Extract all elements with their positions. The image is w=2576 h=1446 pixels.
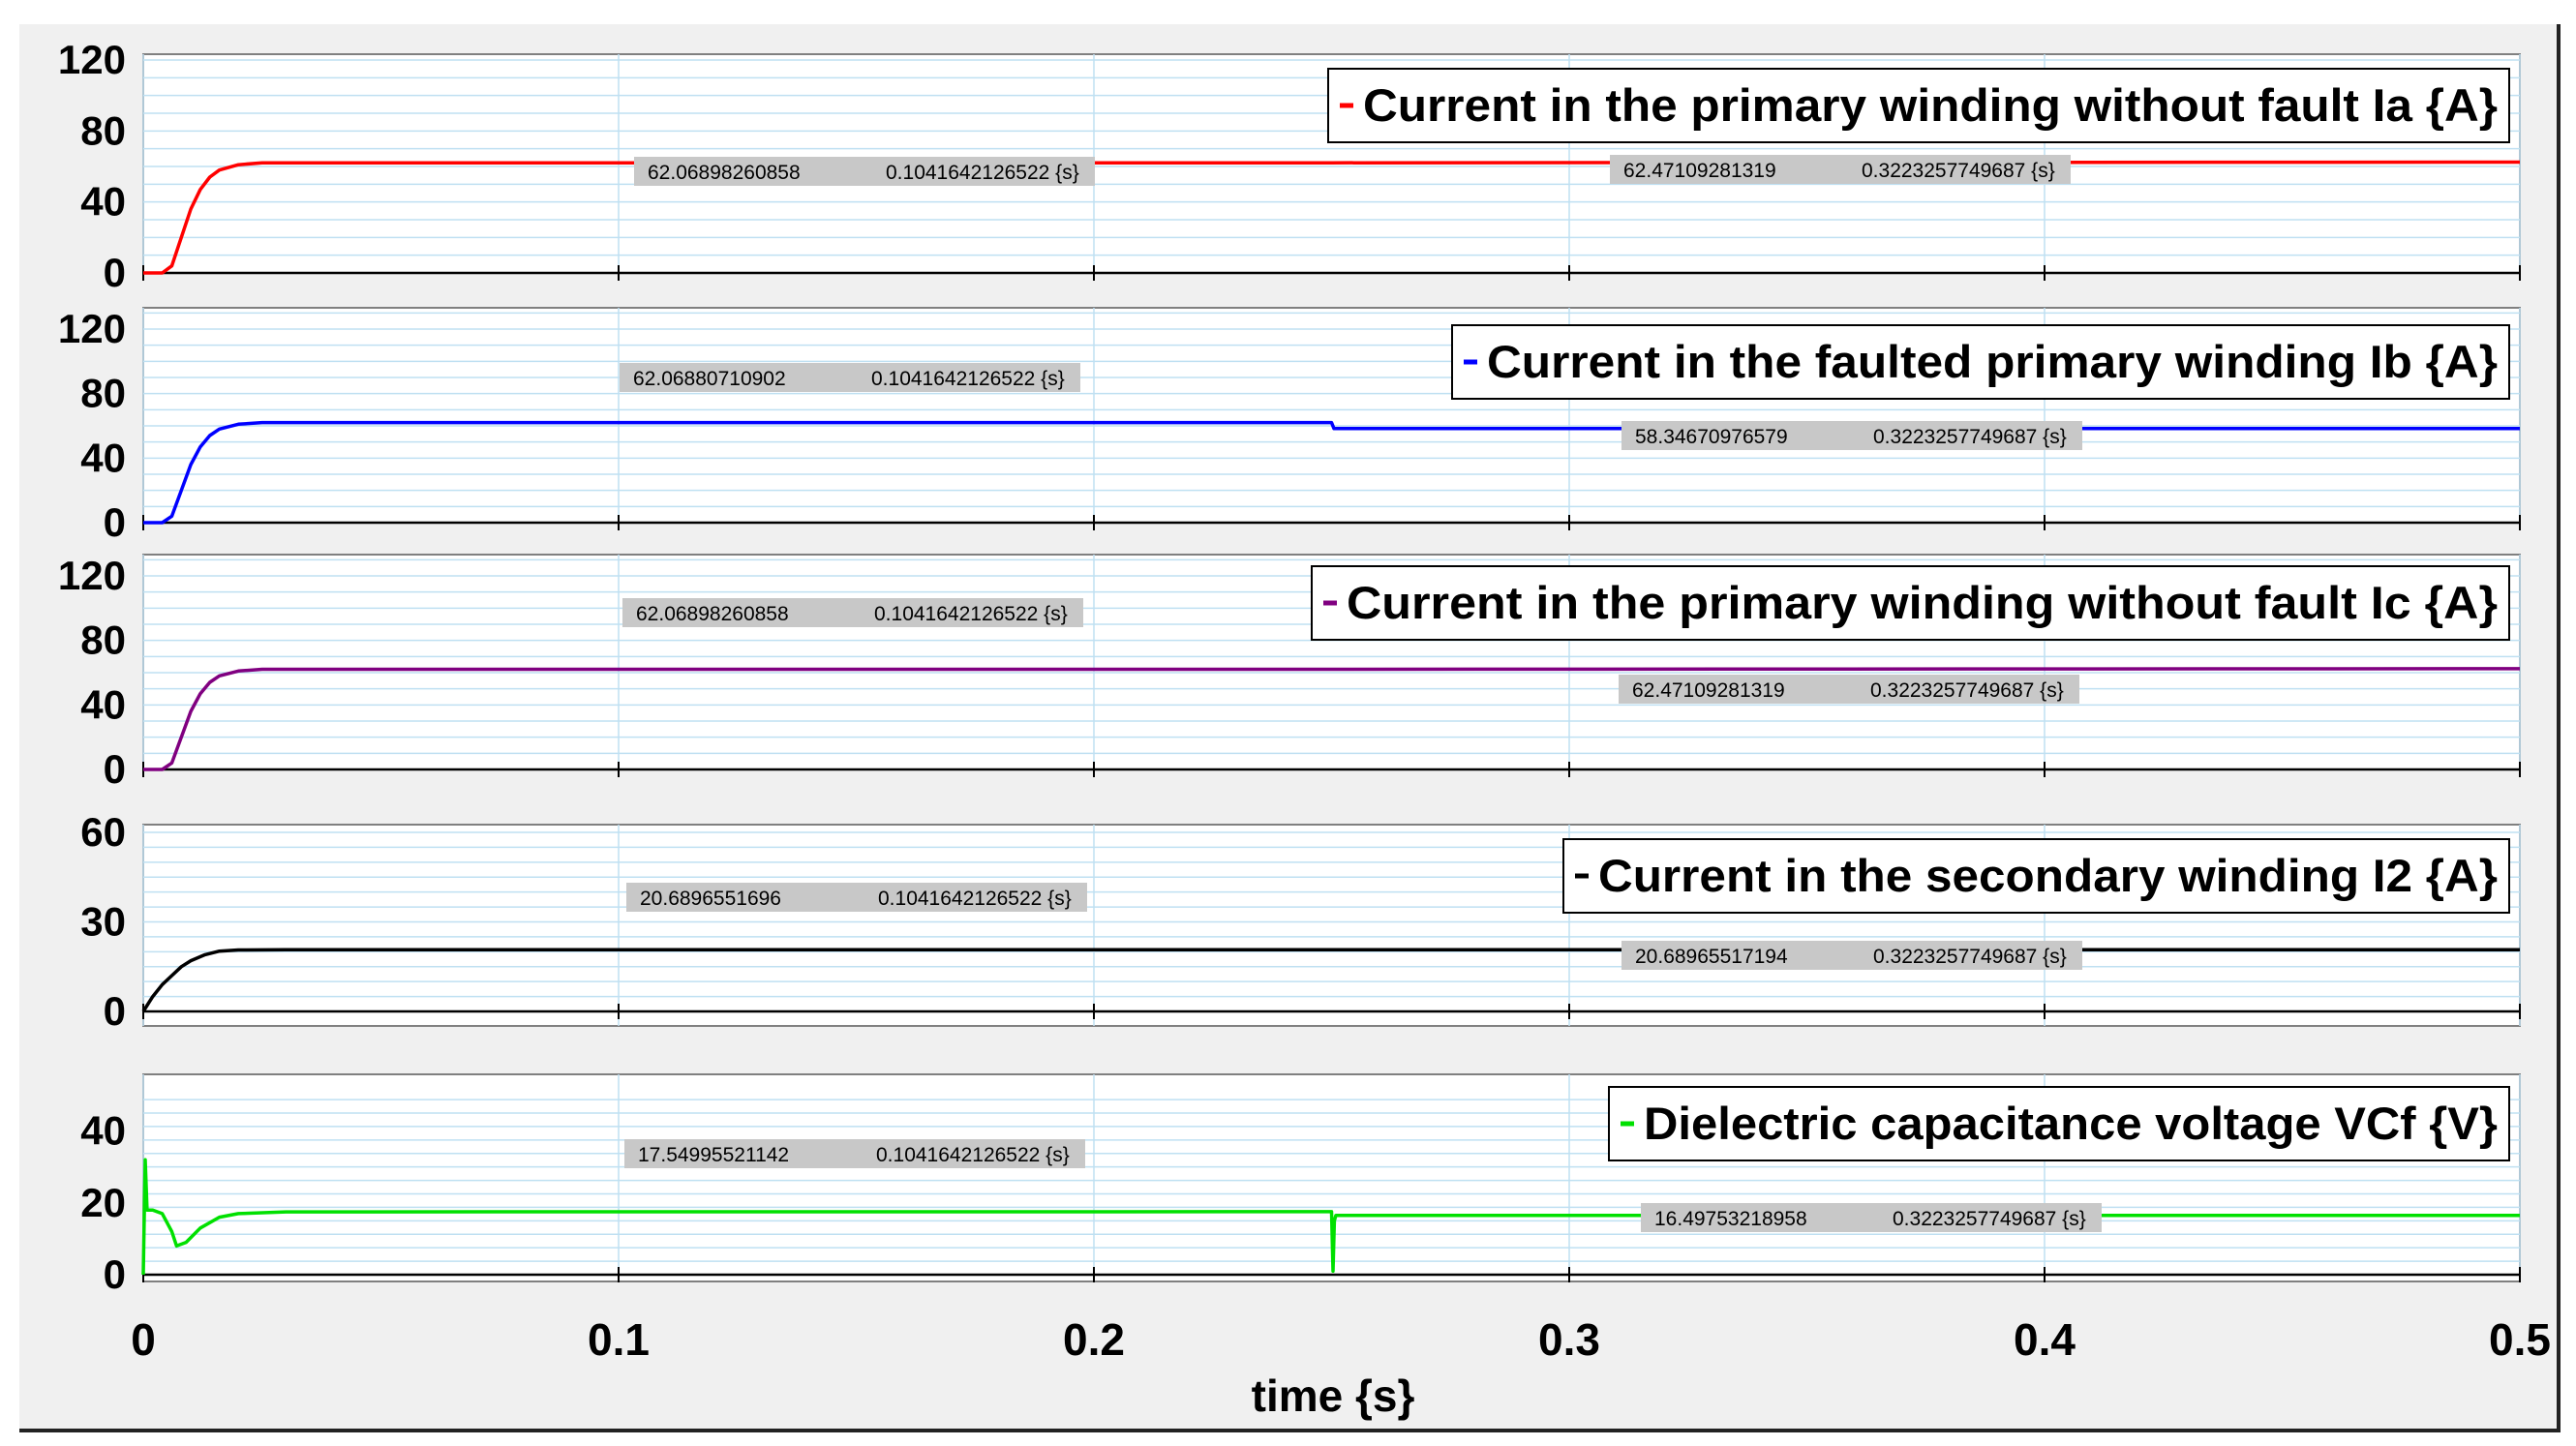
annotation-time: 0.1041642126522 {s}	[876, 1144, 1070, 1166]
x-axis: 0 0.1 0.2 0.3 0.4 0.5	[131, 1314, 2551, 1365]
annotation-time: 0.3223257749687 {s}	[1893, 1208, 2086, 1230]
legend: Dielectric capacitance voltage VCf {V}	[1608, 1086, 2510, 1161]
panels-layer: 120 80 40 0 62.06898260858 0.1041642126522 {s…	[58, 37, 2521, 1297]
annotation-time: 0.1041642126522 {s}	[874, 603, 1068, 625]
y-tick-label: 120	[58, 37, 126, 82]
annotation-value: 20.68965517194	[1635, 946, 1788, 968]
annotation-time: 0.3223257749687 {s}	[1862, 160, 2055, 182]
x-tick-label: 0.5	[2489, 1314, 2551, 1365]
annotation-time: 0.3223257749687 {s}	[1870, 679, 2064, 702]
annotation-value: 62.06898260858	[648, 162, 801, 184]
legend-box	[1451, 324, 2510, 400]
annotation-time: 0.1041642126522 {s}	[878, 888, 1072, 910]
value-annotation: 62.47109281319 0.3223257749687 {s}	[1619, 675, 2079, 704]
value-annotation: 20.6896551696 0.1041642126522 {s}	[626, 883, 1087, 912]
value-annotation: 20.68965517194 0.3223257749687 {s}	[1621, 941, 2082, 970]
annotation-value: 20.6896551696	[640, 888, 781, 910]
y-tick-label: 30	[80, 899, 126, 945]
x-tick-label: 0	[131, 1314, 156, 1365]
annotation-box	[1621, 421, 2082, 450]
legend-label: Current in the faulted primary winding I…	[1487, 336, 2498, 387]
annotation-time: 0.3223257749687 {s}	[1873, 426, 2067, 448]
y-tick-label: 0	[104, 250, 126, 295]
annotation-value: 62.47109281319	[1632, 679, 1785, 702]
legend: Current in the secondary winding I2 {A}	[1562, 838, 2510, 914]
legend-label: Current in the primary winding without f…	[1347, 577, 2498, 628]
annotation-box	[622, 598, 1083, 627]
panel-1: 120 80 40 0 62.06898260858 0.1041642126522 {s…	[58, 37, 2521, 295]
annotation-box	[1641, 1203, 2102, 1232]
value-annotation: 62.06898260858 0.1041642126522 {s}	[634, 157, 1095, 186]
annotation-value: 16.49753218958	[1654, 1208, 1807, 1230]
panel-2: 120 80 40 0 62.06880710902 0.1041642126522 {s…	[58, 306, 2521, 545]
annotation-value: 62.06880710902	[633, 368, 786, 390]
legend-label: Current in the secondary winding I2 {A}	[1598, 850, 2498, 901]
value-annotation: 62.47109281319 0.3223257749687 {s}	[1610, 155, 2071, 184]
legend-box	[1562, 838, 2510, 914]
panel-5: 40 20 0 17.54995521142 0.1041642126522 {s} 16…	[80, 1073, 2521, 1297]
series-line	[143, 667, 2521, 771]
annotation-box	[1610, 155, 2071, 184]
x-axis-label: time {s}	[1252, 1371, 1415, 1421]
value-annotation: 62.06898260858 0.1041642126522 {s}	[622, 598, 1083, 627]
y-tick-label: 0	[104, 746, 126, 792]
y-tick-label: 0	[104, 499, 126, 545]
y-tick-label: 20	[80, 1180, 126, 1225]
y-tick-label: 60	[80, 809, 126, 855]
annotation-box	[1621, 941, 2082, 970]
y-tick-label: 0	[104, 988, 126, 1034]
annotation-box	[620, 363, 1080, 392]
annotation-time: 0.3223257749687 {s}	[1873, 946, 2067, 968]
annotation-value: 62.47109281319	[1623, 160, 1776, 182]
series-line	[141, 948, 2520, 1012]
y-tick-label: 40	[80, 1108, 126, 1154]
legend-box	[1311, 565, 2510, 641]
legend-label: Current in the primary winding without f…	[1363, 79, 2498, 131]
annotation-box	[1619, 675, 2079, 704]
series-line	[141, 1158, 2520, 1276]
x-tick-label: 0.4	[2014, 1314, 2076, 1365]
legend: Current in the primary winding without f…	[1327, 68, 2510, 143]
y-tick-label: 40	[80, 179, 126, 225]
y-tick-label: 80	[80, 107, 126, 153]
annotation-value: 62.06898260858	[636, 603, 789, 625]
legend-label: Dielectric capacitance voltage VCf {V}	[1644, 1098, 2498, 1149]
annotation-time: 0.1041642126522 {s}	[886, 162, 1079, 184]
panel-3: 120 80 40 0 62.06898260858 0.1041642126522 {s…	[58, 553, 2521, 792]
value-annotation: 58.34670976579 0.3223257749687 {s}	[1621, 421, 2082, 450]
value-annotation: 17.54995521142 0.1041642126522 {s}	[624, 1139, 1085, 1168]
y-tick-label: 0	[104, 1251, 126, 1297]
y-tick-label: 80	[80, 371, 126, 416]
y-tick-label: 40	[80, 681, 126, 727]
x-tick-label: 0.1	[588, 1314, 650, 1365]
x-tick-label: 0.2	[1063, 1314, 1125, 1365]
y-tick-label: 80	[80, 618, 126, 663]
x-tick-label: 0.3	[1538, 1314, 1600, 1365]
y-tick-label: 120	[58, 306, 126, 351]
legend: Current in the faulted primary winding I…	[1451, 324, 2510, 400]
value-annotation: 16.49753218958 0.3223257749687 {s}	[1641, 1203, 2102, 1232]
annotation-box	[634, 157, 1095, 186]
annotation-time: 0.1041642126522 {s}	[871, 368, 1065, 390]
y-tick-label: 120	[58, 553, 126, 598]
series-line	[143, 160, 2521, 275]
annotation-box	[626, 883, 1087, 912]
legend-box	[1608, 1086, 2510, 1161]
annotation-box	[624, 1139, 1085, 1168]
value-annotation: 62.06880710902 0.1041642126522 {s}	[620, 363, 1080, 392]
annotation-value: 58.34670976579	[1635, 426, 1788, 448]
series-line	[143, 420, 2520, 525]
y-tick-label: 40	[80, 435, 126, 480]
legend: Current in the primary winding without f…	[1311, 565, 2510, 641]
legend-box	[1327, 68, 2510, 143]
annotation-value: 17.54995521142	[638, 1144, 789, 1166]
